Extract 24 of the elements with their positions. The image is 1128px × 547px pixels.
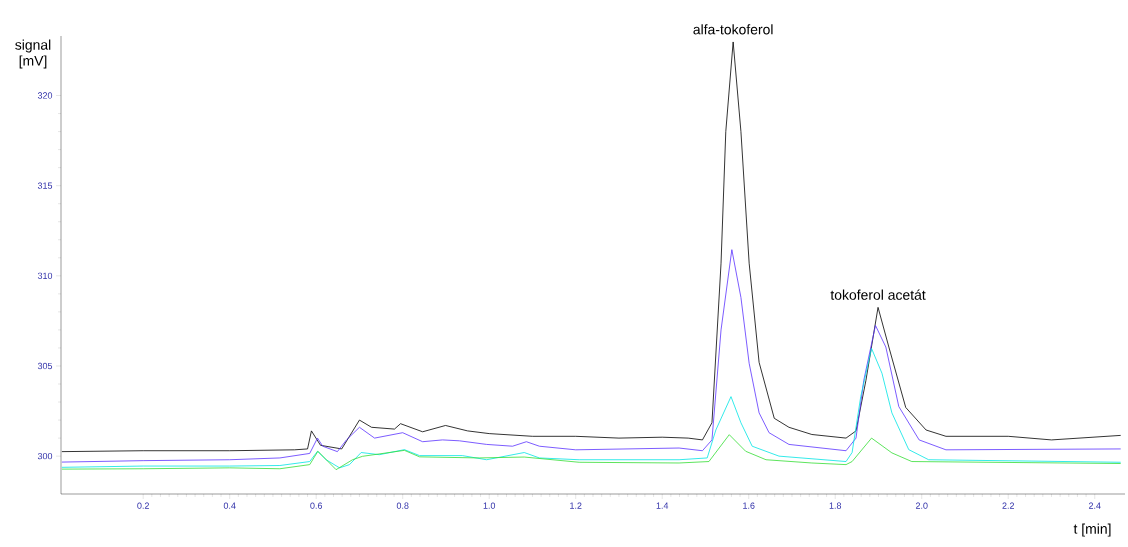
y-tick-label: 315 <box>37 182 53 189</box>
y-tick-label: 310 <box>37 272 53 279</box>
x-tick-label: 0.8 <box>396 502 409 509</box>
x-tick-label: 1.0 <box>483 502 496 509</box>
x-tick-label: 0.2 <box>137 502 149 509</box>
y-tick-label: 320 <box>37 92 53 99</box>
x-tick-label: 1.6 <box>743 502 755 509</box>
x-tick-label: 0.4 <box>223 502 236 509</box>
annotation: alfa-tokoferol <box>693 24 773 35</box>
x-tick-label: 1.8 <box>829 502 842 509</box>
y-axis-title: signal [mV] <box>15 39 51 69</box>
x-tick-label: 1.4 <box>656 502 669 509</box>
y-tick-label: 305 <box>37 362 53 370</box>
y-tick-label: 300 <box>37 452 53 460</box>
line-series <box>61 348 1122 469</box>
x-tick-label: 0.6 <box>310 502 323 509</box>
line-series <box>61 249 1122 463</box>
x-tick-label: 2.0 <box>915 502 928 509</box>
x-tick-label: 2.4 <box>1088 502 1101 509</box>
x-axis-title: t [min] <box>1073 523 1111 537</box>
annotation: tokoferol acetát <box>830 289 926 300</box>
x-tick-label: 2.2 <box>1002 502 1015 509</box>
x-tick-label: 1.2 <box>570 502 582 509</box>
line-series <box>61 434 1122 471</box>
